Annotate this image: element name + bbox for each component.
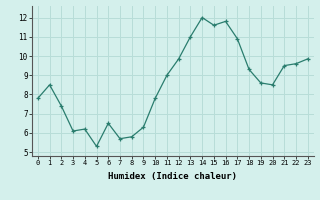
X-axis label: Humidex (Indice chaleur): Humidex (Indice chaleur) [108,172,237,181]
